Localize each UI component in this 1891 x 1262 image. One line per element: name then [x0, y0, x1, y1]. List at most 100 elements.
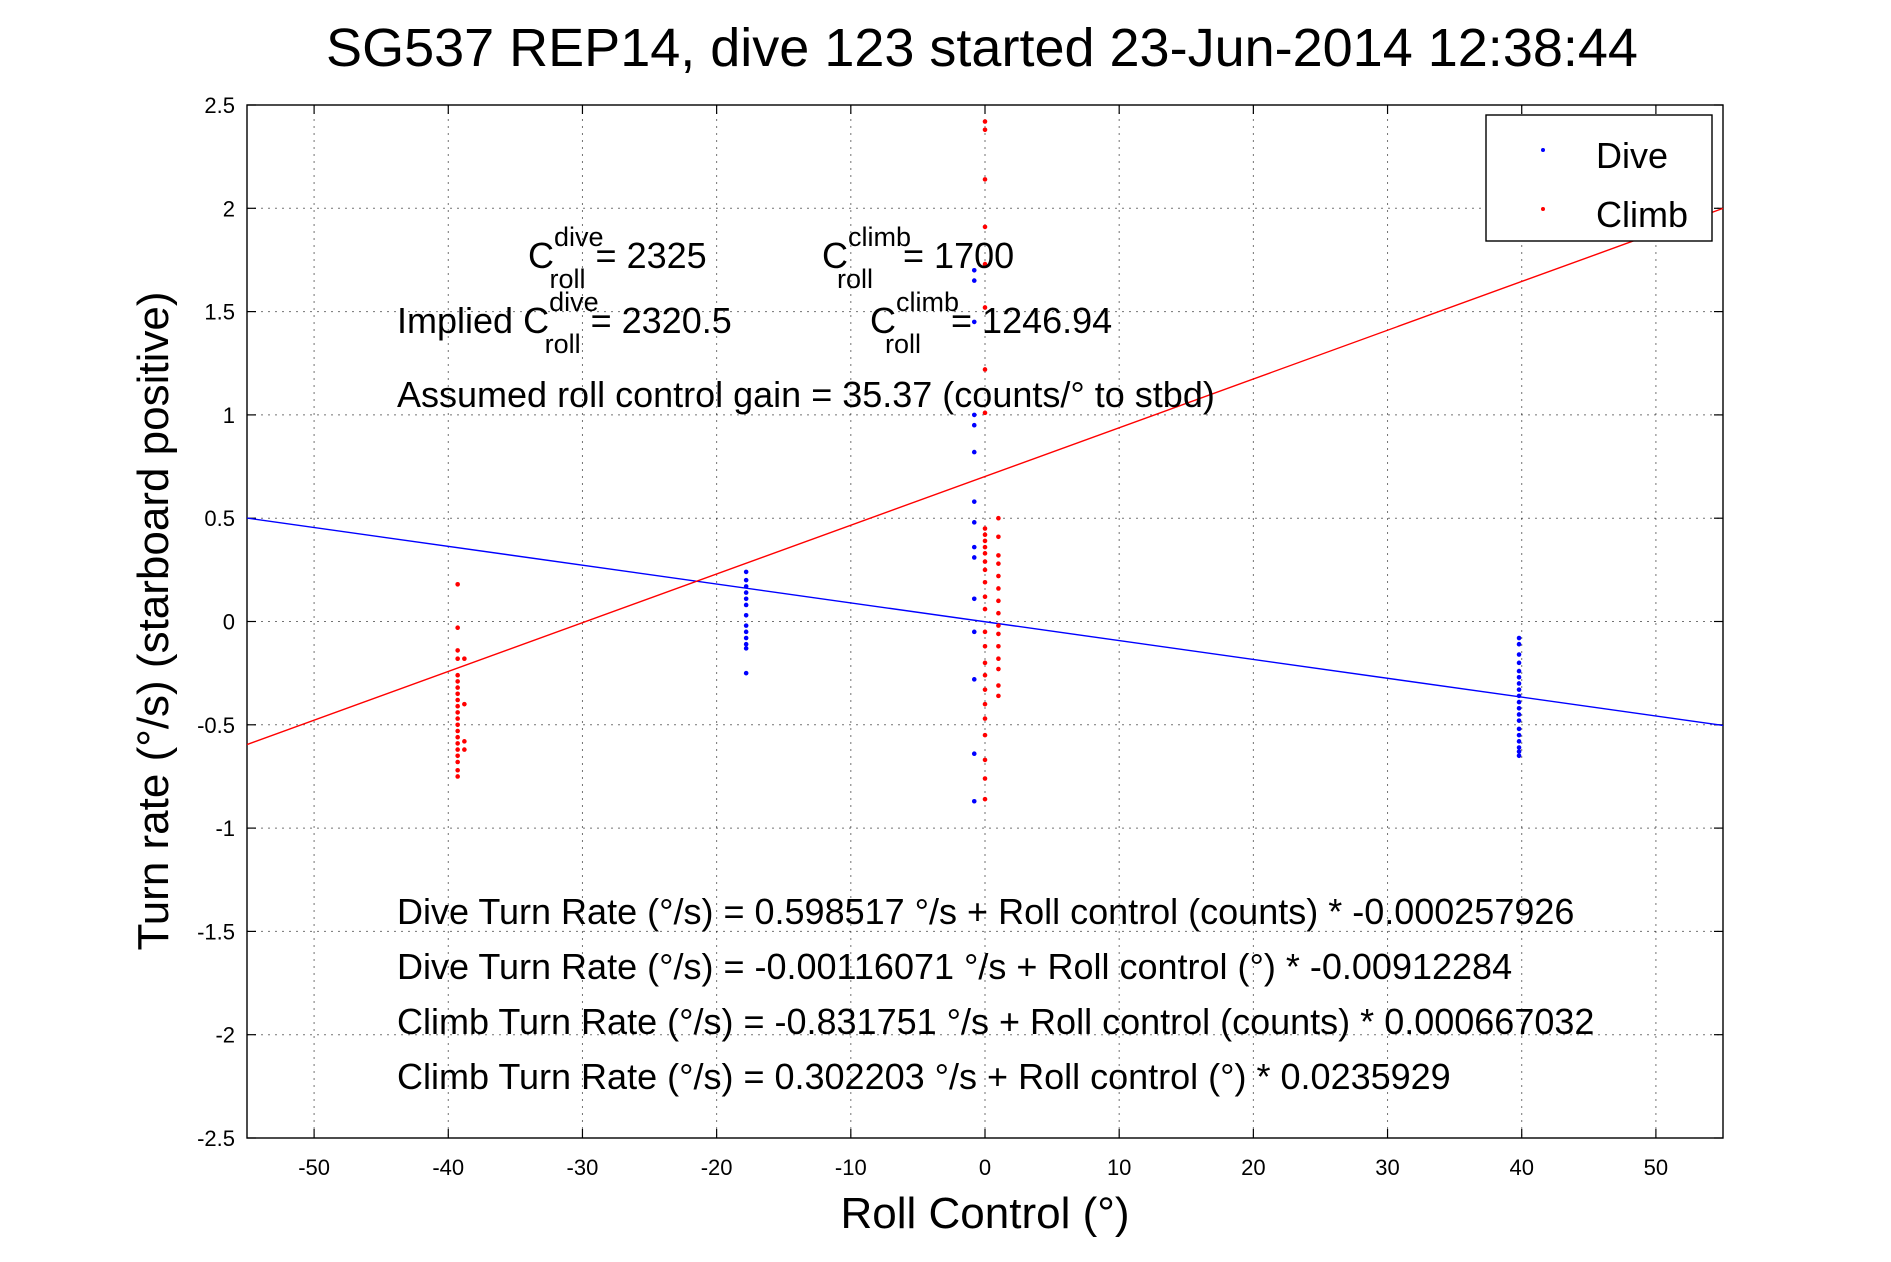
climb-point	[982, 224, 988, 230]
implied-c-roll-dive-label: Implied Cdive roll= 2320.5	[397, 287, 732, 359]
climb-point	[455, 703, 460, 709]
dive-point	[743, 646, 749, 651]
climb-point	[982, 660, 988, 666]
gain-annotation: Assumed roll control gain = 35.37 (count…	[397, 374, 1215, 415]
climb-point	[996, 693, 1001, 699]
climb-point	[982, 410, 988, 416]
legend-box	[1485, 114, 1713, 242]
dive-point	[971, 544, 977, 550]
climb-point	[982, 672, 988, 678]
climb-point	[455, 722, 460, 728]
climb-point	[996, 553, 1001, 558]
climb-point	[455, 672, 460, 678]
dive-point	[1516, 712, 1522, 717]
dive-point	[1516, 674, 1522, 680]
dive-point	[1516, 652, 1522, 657]
dive-point	[1516, 641, 1522, 647]
fit-line-2	[246, 517, 1724, 727]
y-tick-label: 2	[223, 196, 235, 221]
x-tick-label: 40	[1509, 1155, 1533, 1180]
fit-equation-dive-counts: Dive Turn Rate (°/s) = 0.598517 °/s + Ro…	[397, 891, 1574, 932]
climb-point	[455, 759, 460, 765]
dive-point	[1516, 749, 1522, 754]
plot-frame	[246, 104, 1724, 1139]
climb-point	[455, 697, 460, 703]
y-tick-label: -1	[215, 816, 235, 841]
dive-point	[1516, 681, 1522, 686]
fit-equation-dive-degrees: Dive Turn Rate (°/s) = -0.00116071 °/s +…	[397, 946, 1512, 987]
climb-point	[982, 629, 988, 635]
climb-point	[996, 598, 1001, 604]
climb-point	[982, 594, 988, 600]
x-tick-label: -20	[701, 1155, 733, 1180]
climb-point	[982, 544, 988, 550]
dive-point	[1516, 732, 1522, 738]
y-axis-label: Turn rate (°/s) (starboard positive)	[129, 291, 178, 950]
chart-title: SG537 REP14, dive 123 started 23-Jun-201…	[326, 18, 1638, 78]
dive-point	[1516, 753, 1522, 759]
dive-point	[1516, 668, 1522, 674]
climb-point	[982, 643, 988, 649]
x-tick-label: 20	[1241, 1155, 1265, 1180]
c-roll-climb-label: Cclimb roll= 1700	[822, 222, 1014, 294]
dive-point	[743, 584, 749, 589]
climb-point	[996, 561, 1001, 566]
climb-point	[462, 739, 467, 744]
dive-point	[743, 577, 749, 583]
climb-point	[996, 631, 1001, 637]
climb-point	[996, 573, 1001, 579]
climb-point	[455, 691, 460, 697]
y-tick-label: 0	[223, 610, 235, 635]
climb-point	[455, 741, 460, 746]
climb-point	[982, 732, 988, 738]
dive-point	[743, 602, 749, 608]
dive-point	[971, 422, 977, 428]
climb-point	[455, 679, 460, 684]
legend: Dive Climb	[1485, 114, 1713, 242]
x-tick-label: 30	[1375, 1155, 1399, 1180]
climb-point	[982, 776, 988, 781]
climb-point	[982, 551, 988, 556]
climb-point	[996, 586, 1001, 591]
dive-point	[971, 751, 977, 757]
axis-ticks: -50 -40 -30 -20 -10 0 10 20 30 40 50-2.5-2-1.5-1-0…	[197, 93, 1723, 1180]
climb-point	[982, 261, 988, 267]
climb-point	[996, 610, 1001, 616]
y-tick-label: -0.5	[197, 713, 235, 738]
climb-point	[462, 656, 467, 661]
climb-point	[982, 367, 988, 372]
dive-point	[1516, 718, 1522, 723]
climb-point	[982, 538, 988, 544]
climb-point	[455, 747, 460, 752]
dive-point	[743, 629, 749, 635]
dive-point	[743, 635, 749, 641]
climb-point	[455, 774, 460, 779]
implied-c-roll-climb-label: Cclimb roll= 1246.94	[870, 287, 1112, 359]
data-points	[455, 119, 1522, 804]
y-tick-label: -2	[215, 1023, 235, 1048]
dive-point	[971, 596, 977, 602]
dive-point	[1516, 726, 1522, 732]
x-tick-label: -30	[567, 1155, 599, 1180]
y-tick-label: 1	[223, 403, 235, 428]
dive-point	[1516, 687, 1522, 692]
x-tick-label: 0	[979, 1155, 991, 1180]
climb-point	[982, 701, 988, 707]
climb-point	[455, 767, 460, 773]
dive-point	[971, 629, 977, 635]
dive-point	[971, 499, 977, 504]
climb-point	[982, 716, 988, 721]
climb-point	[982, 606, 988, 612]
dive-point	[743, 641, 749, 647]
climb-point	[996, 623, 1001, 628]
dive-point	[1516, 699, 1522, 705]
dive-point	[1516, 693, 1522, 699]
dive-point	[743, 623, 749, 628]
climb-point	[982, 526, 988, 531]
climb-point	[982, 567, 988, 573]
legend-marker-dive	[1541, 148, 1545, 152]
dive-point	[971, 319, 977, 325]
climb-point	[996, 683, 1001, 688]
dive-point	[743, 596, 749, 602]
